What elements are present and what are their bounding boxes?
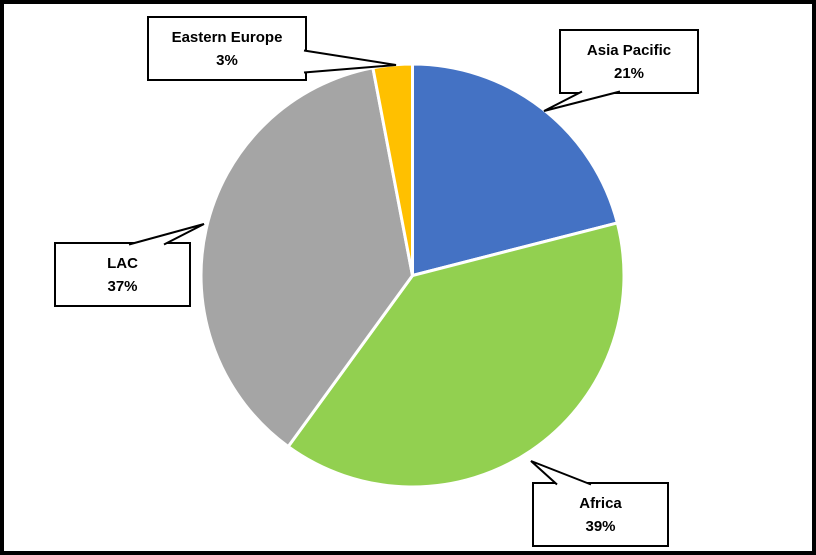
callout-leaders [128, 49, 621, 486]
callout-label: LAC [107, 254, 138, 272]
callout-leader-asia-pacific [543, 90, 621, 112]
callout-label: Eastern Europe [171, 28, 283, 46]
callout-leader-africa [530, 460, 592, 486]
callout-percent: 21% [613, 64, 645, 82]
callout-asia-pacific: Asia Pacific 21% [559, 29, 699, 94]
callout-label: Africa [579, 494, 622, 512]
callout-label: Asia Pacific [586, 41, 672, 59]
pie-slice-eastern-europe [371, 62, 414, 277]
pie-slices [199, 62, 626, 489]
callout-percent: 3% [216, 51, 238, 69]
pie-slice-asia-pacific [411, 62, 619, 277]
callout-percent: 39% [585, 517, 616, 535]
callout-leader-eastern-europe [303, 49, 397, 74]
callout-eastern-europe: Eastern Europe 3% [147, 16, 307, 81]
pie-slice-lac [199, 66, 414, 449]
pie-slice-africa [286, 221, 626, 489]
callout-lac: LAC 37% [54, 242, 191, 307]
callout-percent: 37% [107, 277, 138, 295]
callout-africa: Africa 39% [532, 482, 669, 547]
